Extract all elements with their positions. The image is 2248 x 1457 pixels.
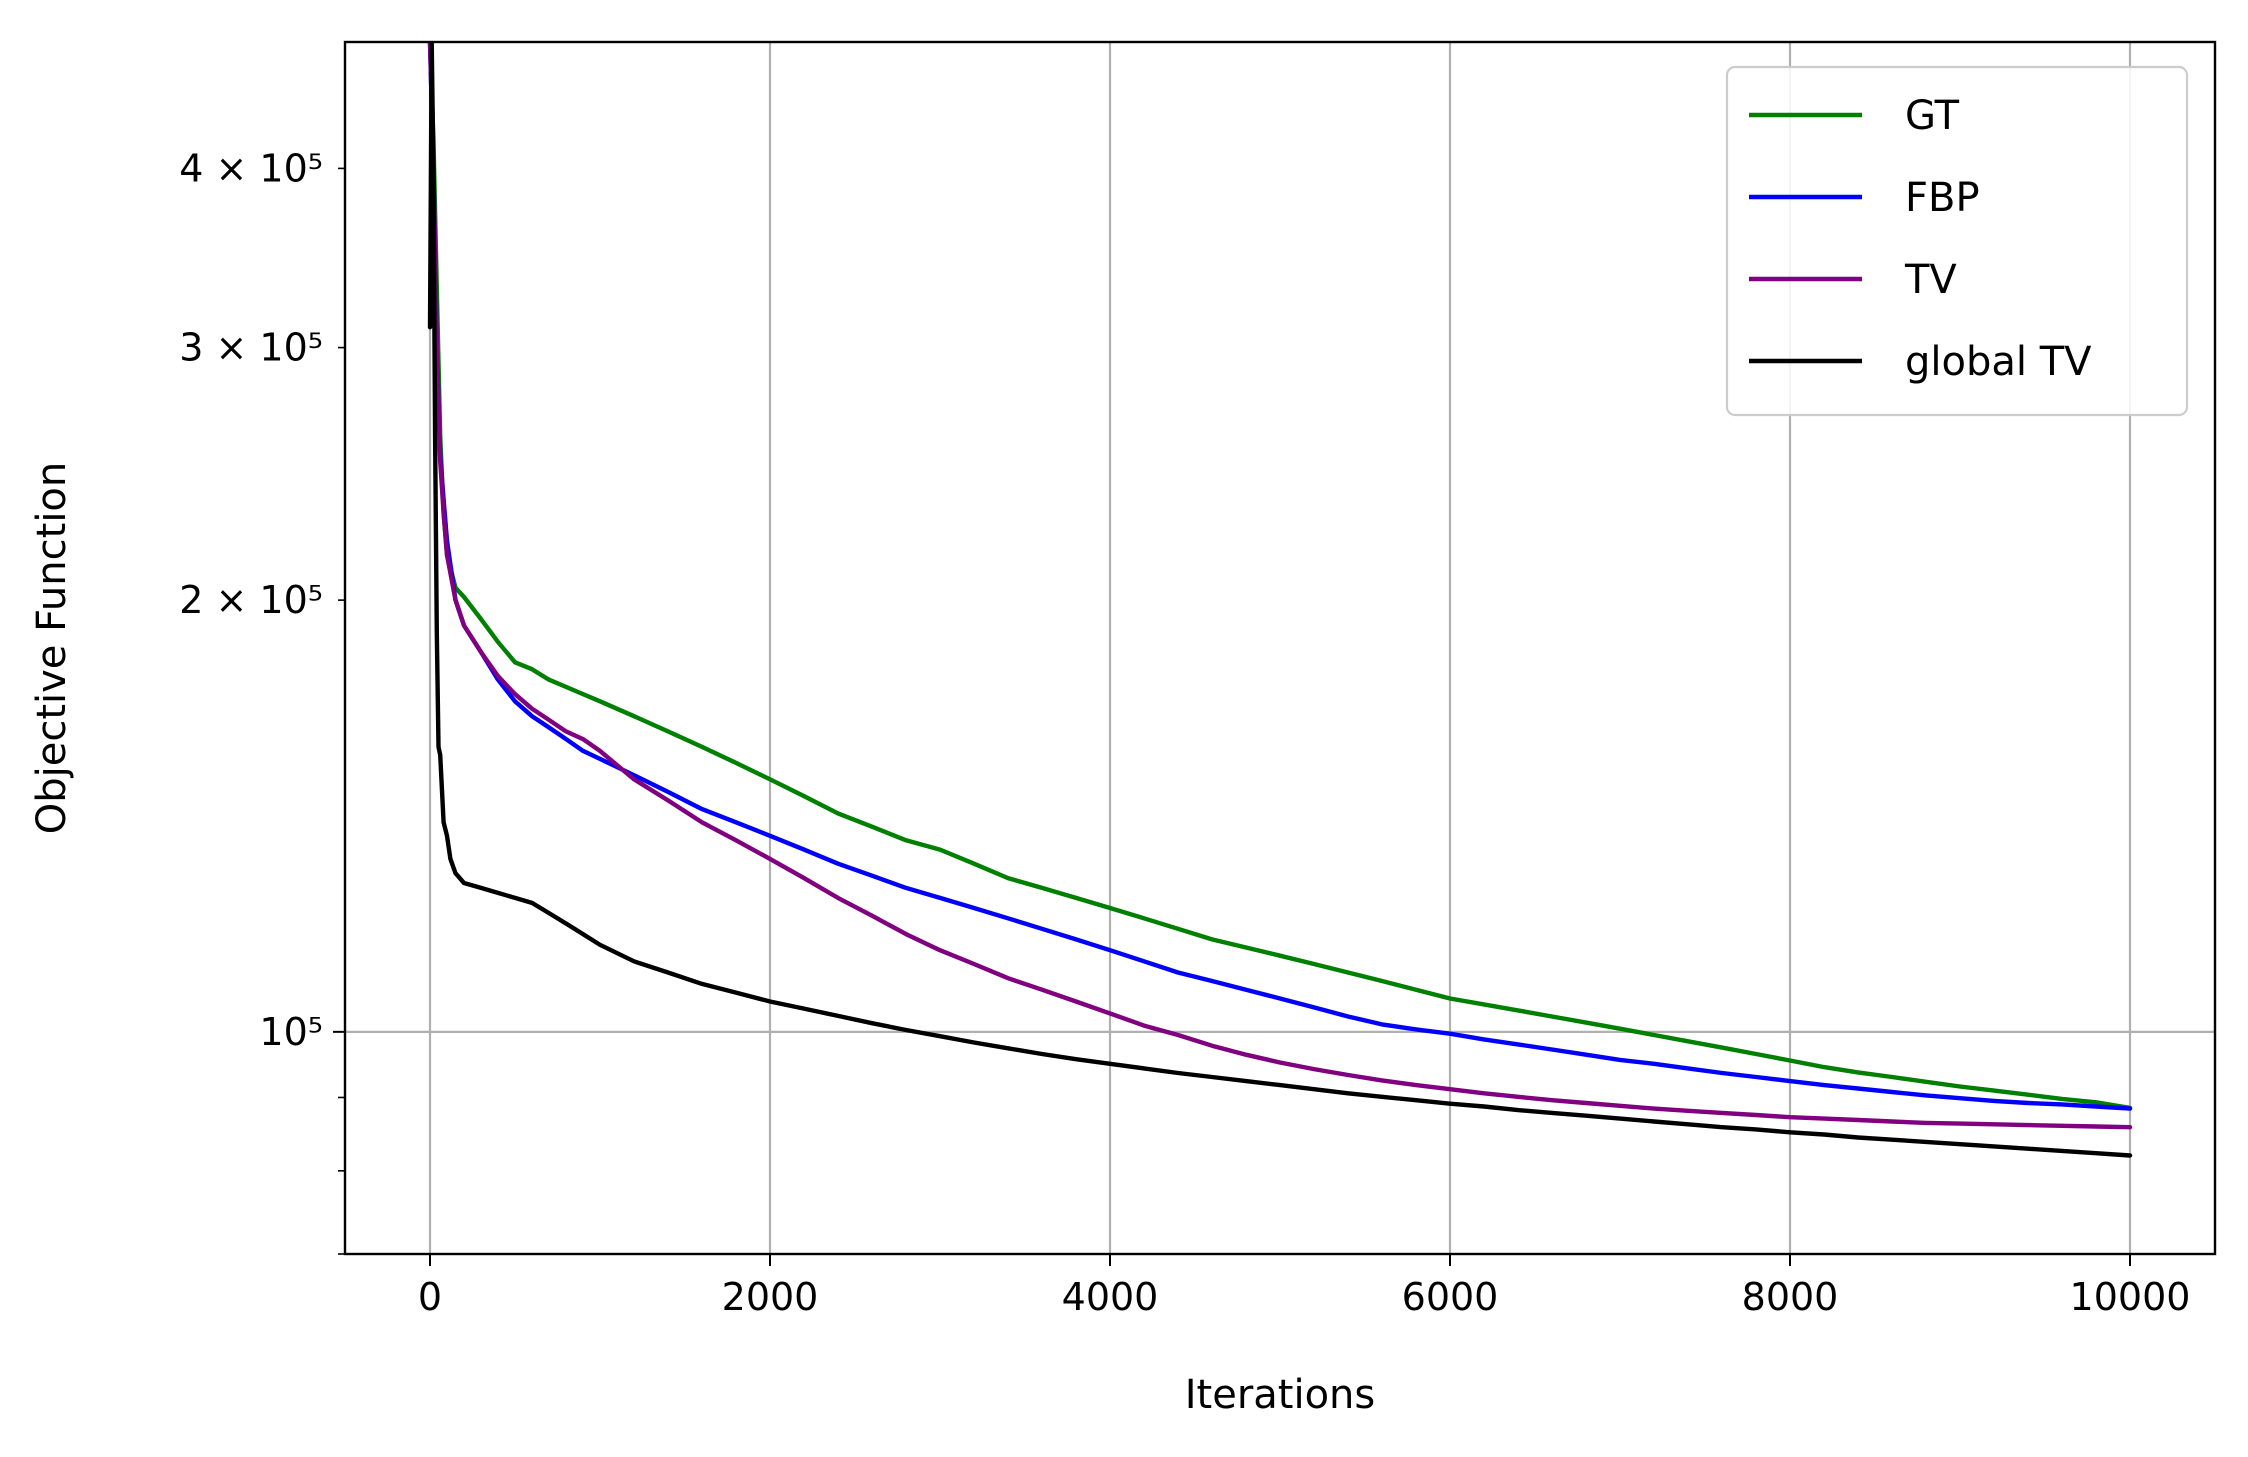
plot-frame [343,40,2217,1256]
y-axis-label: Objective Function [29,462,75,835]
x-tick-label: 4000 [1062,1275,1159,1319]
x-tick-label: 6000 [1402,1275,1499,1319]
x-tick-label: 2000 [722,1275,819,1319]
series-layer [427,42,2133,1158]
legend-box [1725,65,2189,417]
legend-label-fbp: FBP [1905,175,1980,221]
legend-label-gt: GT [1905,93,1960,139]
axes-layer: 0 2000 4000 6000 8000 10000 10⁵ 2 × 10⁵ 3 × 10⁵ 4… [179,40,2217,1319]
x-tick-label: 10000 [2070,1275,2191,1319]
series-line-fbp [427,42,2133,1111]
x-tick-label: 8000 [1742,1275,1839,1319]
y-minor-tick-label: 4 × 10⁵ [179,146,323,190]
series-line-gt [427,42,2133,1111]
legend: GT FBP TV global TV [1725,65,2189,417]
legend-label-global-tv: global TV [1905,339,2092,385]
y-tick-label: 10⁵ [259,1010,323,1054]
x-tick-label: 0 [418,1275,442,1319]
series-line-tv [427,42,2133,1130]
y-minor-tick-label: 3 × 10⁵ [179,326,323,370]
legend-label-tv: TV [1904,257,1957,303]
series-line-global-tv [427,42,2133,1158]
x-axis-label: Iterations [1185,1372,1376,1418]
y-minor-tick-label: 2 × 10⁵ [179,578,323,622]
